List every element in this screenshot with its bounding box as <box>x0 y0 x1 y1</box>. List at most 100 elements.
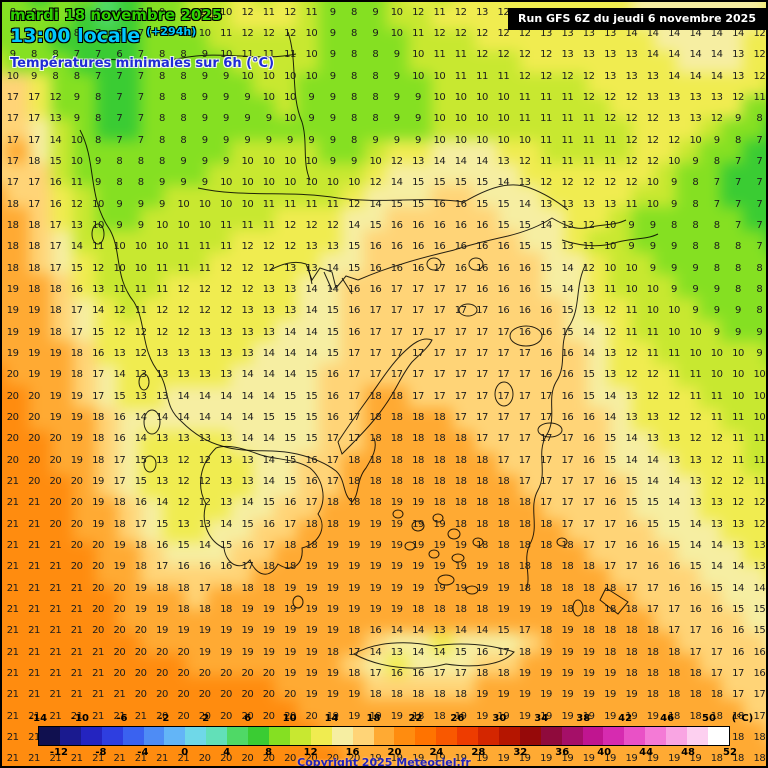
temp-value: 19 <box>497 689 510 701</box>
temp-value: 9 <box>223 155 229 167</box>
temp-value: 10 <box>689 134 702 146</box>
temp-cell <box>408 386 431 409</box>
temp-cell <box>430 73 453 96</box>
temp-cell <box>520 430 543 453</box>
temp-cell <box>162 229 185 252</box>
temp-value: 13 <box>156 433 168 445</box>
temp-value: 20 <box>70 561 83 573</box>
temp-value: 21 <box>70 689 83 701</box>
temp-value: 18 <box>518 582 531 594</box>
temp-cell <box>453 341 476 364</box>
temp-value: 19 <box>412 753 424 765</box>
temp-cell <box>542 95 565 118</box>
temp-value: 14 <box>241 390 254 402</box>
temp-cell <box>274 162 297 185</box>
date-label: mardi 18 novembre 2025 <box>10 6 223 24</box>
temp-cell <box>721 95 744 118</box>
temp-value: 20 <box>6 454 19 466</box>
temp-cell <box>721 140 744 163</box>
temp-value: 14 <box>305 347 318 359</box>
temp-value: 16 <box>156 539 168 551</box>
temp-cell <box>564 185 587 208</box>
temp-cell <box>453 51 476 74</box>
temp-value: 9 <box>137 198 144 210</box>
temp-value: 12 <box>348 198 360 210</box>
temp-cell <box>6 296 29 319</box>
temp-cell <box>631 631 654 654</box>
temp-value: 16 <box>497 283 510 295</box>
temp-value: 8 <box>95 91 101 103</box>
temp-value: 8 <box>351 134 357 146</box>
temp-value: 10 <box>497 113 510 125</box>
temp-cell <box>698 118 721 141</box>
temp-value: 11 <box>753 454 766 466</box>
temp-value: 13 <box>177 347 190 359</box>
temp-cell <box>28 631 51 654</box>
temp-cell <box>654 542 677 565</box>
temp-value: 17 <box>689 625 702 637</box>
temp-value: 18 <box>390 411 403 423</box>
temp-cell <box>252 319 275 342</box>
temp-cell <box>743 51 766 74</box>
temp-value: 9 <box>308 134 315 146</box>
temp-value: 8 <box>159 91 165 103</box>
temp-cell <box>207 497 230 520</box>
temp-cell <box>2 341 7 364</box>
temp-value: 16 <box>49 177 62 189</box>
temp-cell <box>765 118 766 141</box>
temp-cell <box>6 631 29 654</box>
temp-cell <box>185 631 208 654</box>
temp-value: 16 <box>284 497 296 509</box>
temp-cell <box>520 453 543 476</box>
temp-value: 13 <box>156 347 168 359</box>
temp-cell <box>609 341 632 364</box>
temp-value: 17 <box>454 347 467 359</box>
colorbar-segment <box>101 727 123 745</box>
temp-value: 11 <box>540 155 552 167</box>
temp-value: 19 <box>284 646 296 658</box>
temp-value: 16 <box>710 625 723 637</box>
temp-cell <box>140 73 163 96</box>
temp-value: 7 <box>735 155 741 167</box>
temp-value: 17 <box>689 646 702 658</box>
temp-value: 20 <box>156 689 168 701</box>
temp-cell <box>6 341 29 364</box>
temp-cell <box>252 587 275 610</box>
temp-value: 18 <box>710 689 723 701</box>
temp-value: 20 <box>198 689 211 701</box>
temp-value: 13 <box>156 390 168 402</box>
temp-value: 17 <box>582 518 595 530</box>
temp-cell <box>587 386 610 409</box>
temp-value: 21 <box>28 753 40 765</box>
temp-value: 8 <box>95 113 101 125</box>
temp-cell <box>296 73 319 96</box>
temp-cell <box>6 51 29 74</box>
colorbar-label: 14 <box>324 713 339 724</box>
temp-cell <box>408 698 431 721</box>
temp-cell <box>28 319 51 342</box>
temp-value: 18 <box>582 561 595 573</box>
temp-value: 10 <box>92 198 104 210</box>
temp-cell <box>475 296 498 319</box>
temp-cell <box>430 520 453 543</box>
temp-cell <box>386 319 409 342</box>
temp-value: 10 <box>284 177 296 189</box>
temp-cell <box>631 676 654 699</box>
temp-cell <box>587 609 610 632</box>
temp-value: 11 <box>476 70 488 82</box>
temp-value: 16 <box>241 539 254 551</box>
temp-cell <box>162 564 185 587</box>
temp-cell <box>386 676 409 699</box>
temp-value: 7 <box>713 177 720 189</box>
temp-value: 19 <box>454 582 467 594</box>
temp-value: 18 <box>497 475 510 487</box>
temp-value: 16 <box>646 539 659 551</box>
temp-value: 18 <box>646 667 659 679</box>
temp-cell <box>6 162 29 185</box>
colorbar-label: 34 <box>534 713 549 724</box>
colorbar-segment <box>39 727 60 745</box>
temp-cell <box>587 118 610 141</box>
temp-cell <box>453 408 476 431</box>
temp-cell <box>140 6 163 29</box>
temp-cell <box>587 51 610 74</box>
